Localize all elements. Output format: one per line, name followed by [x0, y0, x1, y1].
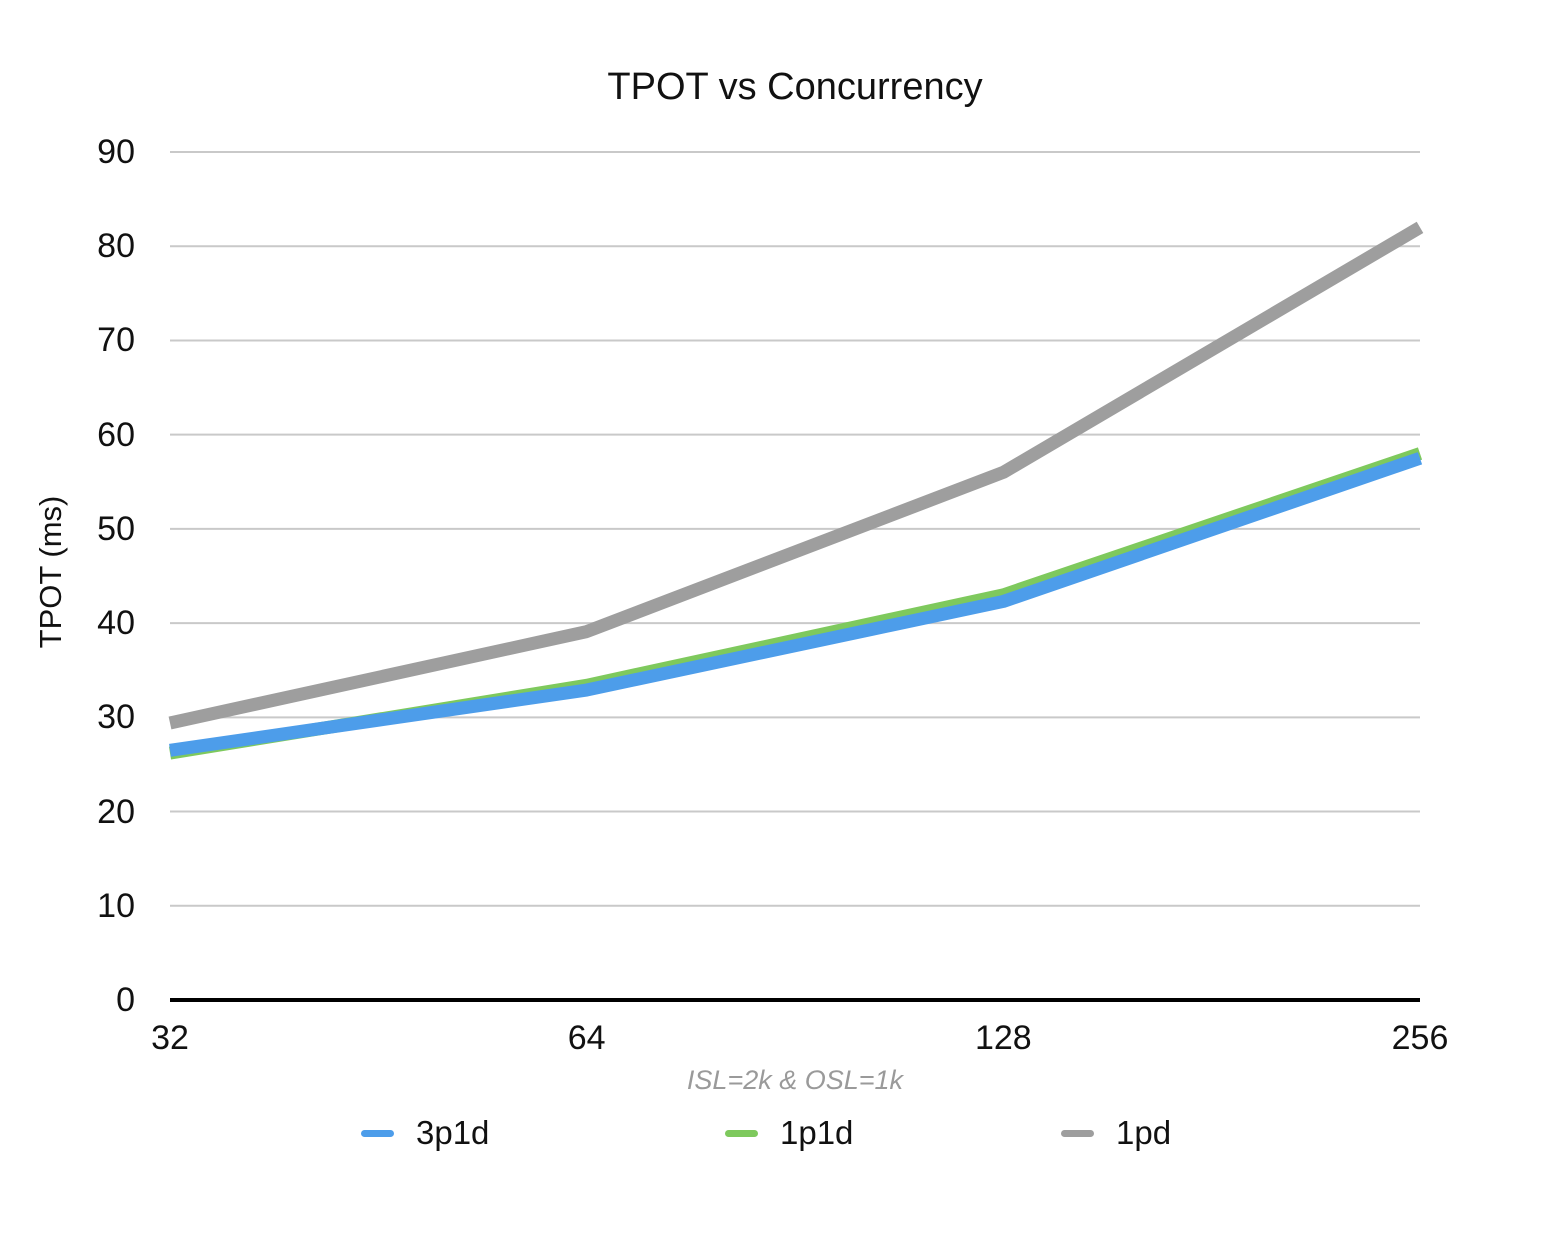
series-line-1p1d — [168, 447, 1423, 760]
legend-label-3p1d: 3p1d — [416, 1114, 490, 1151]
legend-label-1pd: 1pd — [1116, 1114, 1172, 1151]
legend-swatch-1pd — [1061, 1129, 1094, 1137]
series-line-1pd — [168, 221, 1424, 730]
legend-item-1p1d: 1p1d — [725, 1110, 853, 1156]
legend-item-1pd: 1pd — [1061, 1110, 1171, 1156]
legend-swatch-3p1d — [361, 1129, 394, 1137]
x-tick-label-64: 64 — [567, 1019, 606, 1057]
series-line-3p1d — [169, 452, 1423, 757]
legend-label-1p1d: 1p1d — [780, 1114, 854, 1151]
x-tick-label-256: 256 — [1391, 1019, 1449, 1057]
y-tick-label-0: 0 — [116, 981, 135, 1019]
y-tick-label-40: 40 — [97, 604, 135, 643]
y-tick-label-90: 90 — [97, 133, 135, 171]
y-tick-label-20: 20 — [97, 792, 135, 831]
x-tick-label-128: 128 — [974, 1019, 1032, 1057]
y-tick-label-60: 60 — [97, 415, 135, 454]
y-tick-label-10: 10 — [97, 886, 135, 925]
y-tick-label-70: 70 — [97, 321, 135, 360]
series-lines — [168, 221, 1424, 760]
chart-title: TPOT vs Concurrency — [607, 66, 983, 108]
y-tick-label-50: 50 — [97, 509, 135, 548]
x-axis-note: ISL=2k & OSL=1k — [686, 1065, 904, 1095]
y-tick-label-80: 80 — [97, 227, 135, 266]
y-tick-label-30: 30 — [97, 698, 135, 737]
legend-swatch-1p1d — [725, 1129, 758, 1137]
legend-item-3p1d: 3p1d — [361, 1110, 489, 1156]
x-tick-label-32: 32 — [151, 1019, 189, 1057]
